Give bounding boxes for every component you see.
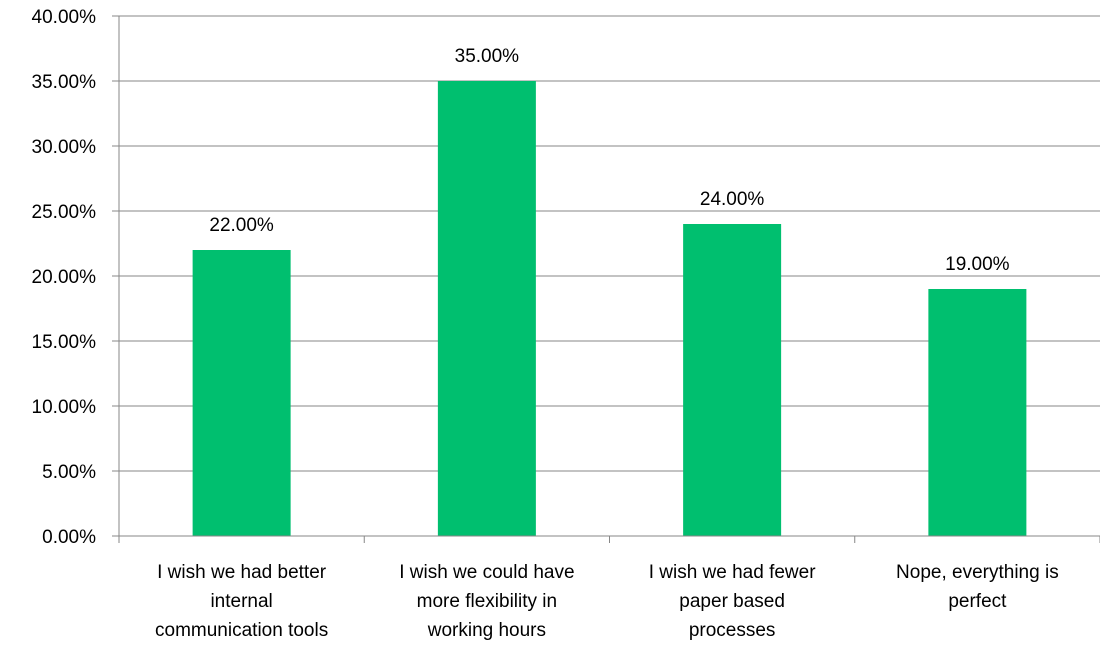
y-tick-label: 35.00% [32,72,97,93]
y-tick-label: 5.00% [42,462,96,483]
x-tick-label: working hours [427,620,546,641]
x-tick-label: more flexibility in [417,591,557,612]
y-tick-label: 20.00% [32,267,97,288]
bar [928,289,1027,536]
y-tick-label: 10.00% [32,397,97,418]
data-label: 24.00% [700,189,765,210]
bar [683,224,782,536]
bar [437,81,536,536]
data-labels: 22.00% 35.00% 24.00% 19.00% [209,46,1009,275]
x-tick-label: processes [689,620,776,641]
x-tick-label: communication tools [155,620,328,641]
x-tick-label: I wish we could have [399,562,574,583]
data-label: 19.00% [945,254,1010,275]
y-tick-label: 40.00% [32,7,97,28]
y-tick-label: 15.00% [32,332,97,353]
x-tick-label: paper based [679,591,785,612]
data-label: 22.00% [209,215,274,236]
y-tick-label: 0.00% [42,527,96,548]
y-tick-label: 30.00% [32,137,97,158]
bars [192,81,1027,536]
y-tick-labels: 0.00% 5.00% 10.00% 15.00% 20.00% 25.00% 30.00%… [32,7,97,548]
x-tick-label: internal [210,591,272,612]
x-tick-label: I wish we had better [157,562,327,583]
x-tick-labels: I wish we had better internal communicatio… [155,562,1059,641]
axes [112,15,1100,543]
x-tick-label: I wish we had fewer [649,562,817,583]
data-label: 35.00% [455,46,520,67]
x-tick-label: Nope, everything is [896,562,1059,583]
bar [192,250,291,536]
y-tick-label: 25.00% [32,202,97,223]
x-tick-label: perfect [948,591,1007,612]
